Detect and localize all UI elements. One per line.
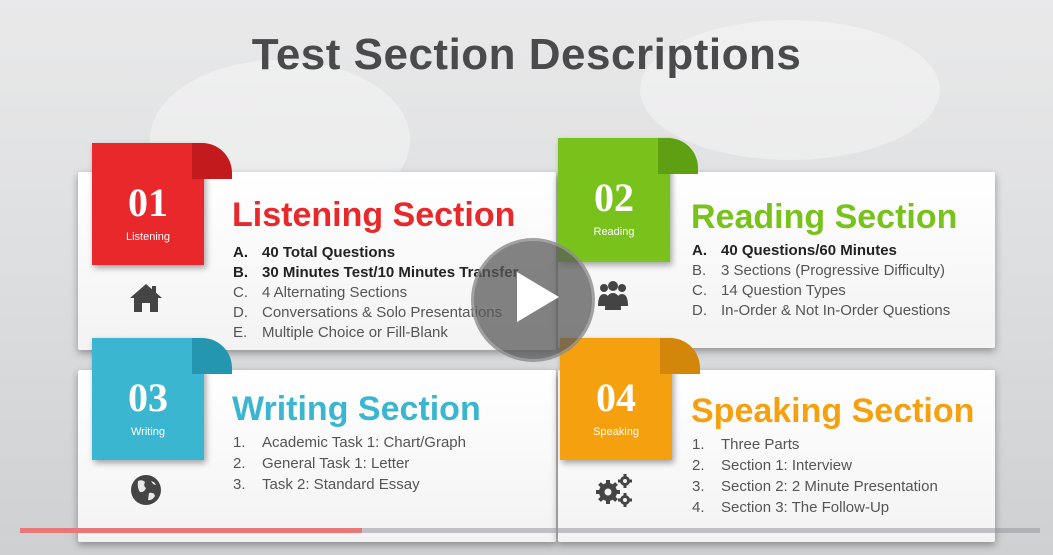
section-number: 03 (128, 375, 168, 420)
list-item: B. 3 Sections (Progressive Difficulty) (692, 262, 945, 279)
list-item: 1. Academic Task 1: Chart/Graph (233, 434, 466, 451)
section-list: A. 40 Total Questions B. 30 Minutes Test/1… (233, 243, 518, 343)
list-item: 3. Section 2: 2 Minute Presentation (692, 478, 938, 495)
writing-tab: 03 Writing (92, 338, 232, 460)
people-icon (598, 281, 628, 310)
section-heading: Speaking Section (691, 392, 975, 430)
section-list: A. 40 Questions/60 Minutes B. 3 Sections (… (692, 241, 950, 321)
list-item: 1. Three Parts (692, 436, 800, 453)
section-number: 01 (128, 180, 168, 225)
list-item: E. Multiple Choice or Fill-Blank (233, 324, 448, 341)
reading-tab: 02 Reading (558, 138, 698, 262)
section-list: 1. Academic Task 1: Chart/Graph 2. General… (233, 432, 466, 495)
list-item: C. 14 Question Types (692, 282, 846, 299)
section-tab-label: Reading (593, 226, 635, 238)
section-number: 02 (594, 175, 634, 220)
list-item: 4. Section 3: The Follow-Up (692, 499, 890, 516)
section-heading: Reading Section (691, 198, 958, 236)
list-item: D. In-Order & Not In-Order Questions (692, 302, 951, 319)
list-item: 2. Section 1: Interview (692, 457, 852, 474)
section-tab-label: Speaking (593, 426, 639, 438)
home-icon (130, 284, 162, 312)
section-tab-label: Listening (125, 231, 171, 243)
section-list: 1. Three Parts 2. Section 1: Interview 3. S… (692, 434, 938, 518)
gears-icon (596, 474, 632, 507)
section-heading: Writing Section (232, 390, 481, 428)
speaking-tab: 04 Speaking (560, 338, 700, 460)
section-heading: Listening Section (232, 196, 516, 234)
globe-icon (131, 475, 161, 505)
list-item: A. 40 Questions/60 Minutes (692, 242, 897, 259)
background-blur (640, 20, 940, 160)
list-item: C. 4 Alternating Sections (233, 284, 408, 301)
play-button[interactable] (471, 238, 595, 362)
play-icon (517, 272, 559, 322)
list-item: 2. General Task 1: Letter (233, 455, 410, 472)
list-item: 3. Task 2: Standard Essay (233, 476, 420, 493)
slide-title: Test Section Descriptions (251, 30, 802, 79)
list-item: D. Conversations & Solo Presentations (233, 304, 503, 321)
section-tab-label: Writing (130, 426, 166, 438)
list-item: A. 40 Total Questions (233, 244, 396, 261)
listening-tab: 01 Listening (92, 143, 232, 265)
section-number: 04 (596, 375, 636, 420)
list-item: B. 30 Minutes Test/10 Minutes Transfer (233, 264, 519, 281)
video-progress-bar[interactable] (20, 528, 1040, 533)
video-progress-fill (20, 528, 362, 533)
